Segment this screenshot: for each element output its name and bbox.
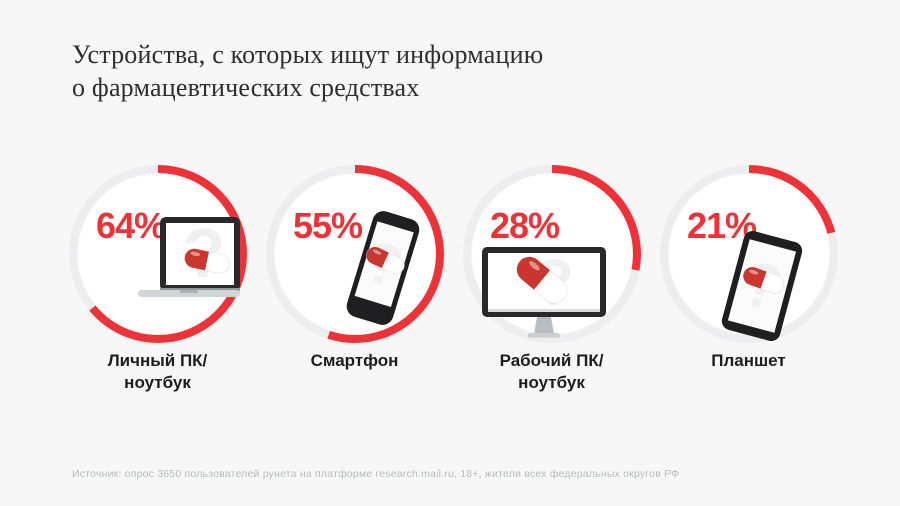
- device-label-line-1: Смартфон: [310, 351, 399, 370]
- desktop-monitor-icon: ?: [481, 245, 606, 338]
- device-label-line-1: Рабочий ПК/: [499, 351, 604, 370]
- tablet-icon: ?: [721, 230, 802, 342]
- donut-value-arc: [462, 165, 641, 343]
- pill-icon: [742, 266, 784, 294]
- device-label: Смартфон: [311, 350, 399, 372]
- page-title-line-1: Устройства, с которых ищут информацию: [72, 40, 544, 69]
- donut-value-arc: [265, 165, 444, 343]
- pill-icon: [365, 246, 405, 275]
- page-title: Устройства, с которых ищут информацию о …: [72, 38, 543, 104]
- device-label-line-2: ноутбук: [518, 373, 585, 392]
- device-stats-row: 64% ? Личный ПК/ ноутбук: [63, 164, 843, 394]
- percent-value: 28%: [490, 205, 560, 246]
- device-label-line-1: Личный ПК/: [107, 351, 208, 370]
- stat-card-tablet: 21% ? Планшет: [654, 164, 843, 394]
- smartphone-icon: ?: [346, 211, 419, 325]
- laptop-icon: ?: [137, 214, 240, 297]
- pill-icon: [516, 256, 567, 304]
- percent-value: 55%: [293, 205, 363, 246]
- stat-card-work-pc: 28% ? Рабочий ПК/ ноутбук: [457, 164, 646, 394]
- stat-card-smartphone: 55% ? Смартфон: [260, 164, 449, 394]
- donut-chart-personal-pc: 64% ?: [68, 165, 247, 343]
- device-label-line-2: ноутбук: [124, 373, 191, 392]
- percent-value: 64%: [96, 205, 166, 246]
- device-label: Планшет: [711, 350, 785, 372]
- donut-chart-work-pc: 28% ?: [462, 165, 641, 343]
- donut-value-arc: [68, 165, 247, 343]
- device-label-line-1: Планшет: [711, 351, 786, 370]
- device-label: Личный ПК/ ноутбук: [108, 350, 208, 394]
- donut-chart-smartphone: 55% ?: [265, 165, 444, 343]
- donut-chart-tablet: 21% ?: [659, 165, 838, 343]
- stat-card-personal-pc: 64% ? Личный ПК/ ноутбук: [63, 164, 252, 394]
- page-title-line-2: о фармацевтических средствах: [72, 73, 420, 102]
- source-note: Источник: опрос 3650 пользователей рунет…: [72, 468, 680, 480]
- pill-icon: [183, 248, 230, 274]
- donut-value-arc: [659, 165, 838, 343]
- device-label: Рабочий ПК/ ноутбук: [500, 350, 604, 394]
